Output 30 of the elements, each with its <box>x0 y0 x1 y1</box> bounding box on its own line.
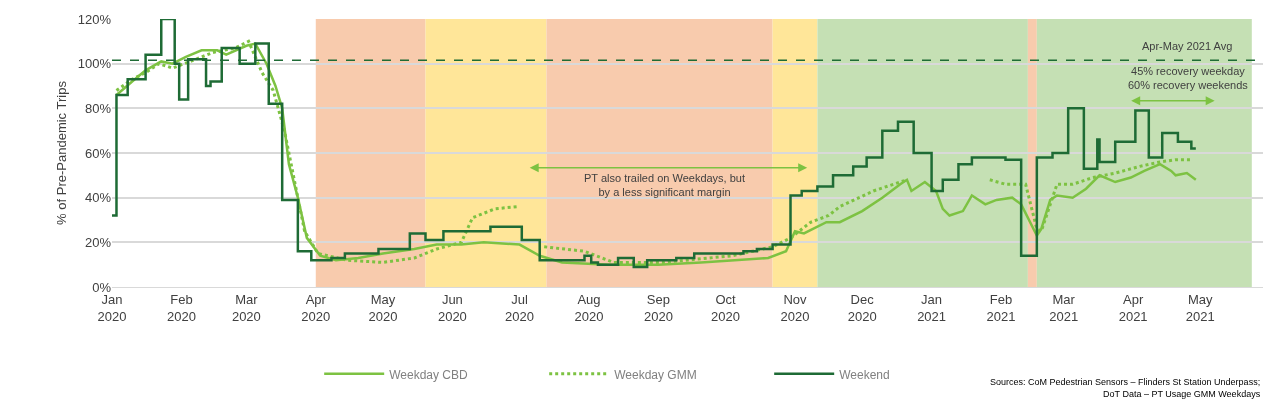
x-tick-label: Jun 2020 <box>437 291 467 324</box>
annotation: PT also trailed on Weekdays, but by a less significant margin <box>584 172 746 199</box>
y-tick-label: 40% <box>84 190 112 206</box>
y-tick-label: 60% <box>84 145 112 161</box>
y-tick-label: 120% <box>77 11 112 27</box>
x-tick-label: Feb 2021 <box>986 291 1016 324</box>
annotation: 45% recovery weekday 60% recovery weekends <box>1128 65 1249 92</box>
y-tick-label: 100% <box>77 56 112 72</box>
x-tick-label: Mar 2020 <box>231 291 261 324</box>
x-tick-label: Mar 2021 <box>1049 291 1079 324</box>
x-tick-label: Oct 2020 <box>711 291 741 324</box>
x-tick-label: Jan 2021 <box>917 291 947 324</box>
legend-label: Weekday CBD <box>389 367 468 382</box>
x-tick-label: Jul 2020 <box>505 291 535 324</box>
y-axis-title: % of Pre-Pandemic Trips <box>53 80 69 225</box>
x-tick-label: Sep 2020 <box>643 291 673 324</box>
ref-line-label: Apr-May 2021 Avg <box>1142 40 1233 52</box>
x-tick-label: Feb 2020 <box>166 291 196 324</box>
source-note: Sources: CoM Pedestrian Sensors – Flinders St Station Underpass; DoT Data – PT Usage GMM Weekdays <box>990 377 1261 399</box>
x-tick-label: Apr 2020 <box>301 291 331 324</box>
x-tick-label: Nov 2020 <box>780 291 810 324</box>
legend-label: Weekday GMM <box>614 367 697 382</box>
x-tick-label: Apr 2021 <box>1118 291 1148 324</box>
legend-label: Weekend <box>839 367 890 382</box>
x-tick-label: May 2021 <box>1185 291 1215 324</box>
y-tick-label: 20% <box>84 234 112 250</box>
x-tick-label: Aug 2020 <box>574 291 604 324</box>
x-tick-label: Dec 2020 <box>847 291 877 324</box>
y-tick-label: 80% <box>84 100 112 116</box>
x-tick-label: May 2020 <box>368 291 398 324</box>
